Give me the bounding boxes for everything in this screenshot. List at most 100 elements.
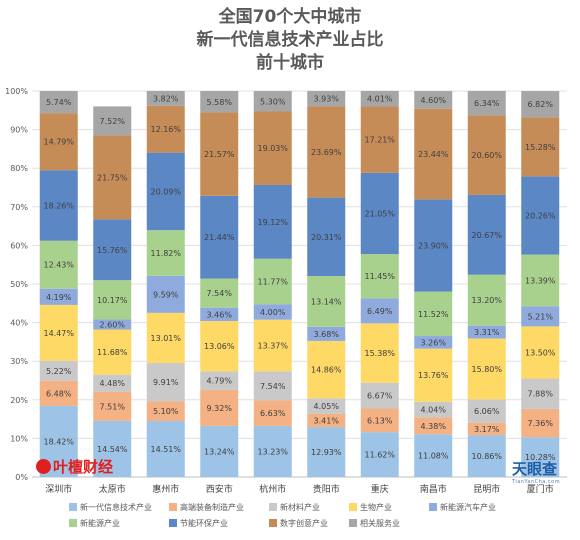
data-label: 14.79% <box>43 138 74 147</box>
bar-segment <box>146 275 185 313</box>
legend-label: 新能源产业 <box>80 518 120 528</box>
bar-segment <box>253 111 292 185</box>
y-tick-label: 0% <box>15 473 28 482</box>
bar-segment <box>467 435 506 477</box>
bar-segment <box>521 437 560 477</box>
data-label: 7.88% <box>528 390 554 399</box>
bar-segment <box>414 348 453 402</box>
data-label: 13.50% <box>525 348 556 357</box>
data-label: 11.82% <box>150 249 181 258</box>
bar-segment <box>414 291 453 337</box>
data-label: 19.12% <box>257 218 288 227</box>
bar-segment <box>93 135 132 220</box>
data-label: 20.26% <box>525 211 556 220</box>
bar-segment <box>307 340 346 399</box>
data-label: 12.43% <box>43 261 74 270</box>
data-label: 6.82% <box>528 100 554 109</box>
bar-segment <box>467 325 506 339</box>
data-label: 3.31% <box>474 328 500 337</box>
data-label: 10.17% <box>97 296 128 305</box>
bar-segment <box>253 371 292 401</box>
data-label: 7.51% <box>100 402 126 411</box>
x-tick-label: 厦门市 <box>527 483 554 495</box>
y-tick-label: 100% <box>5 87 28 96</box>
data-label: 6.67% <box>367 392 393 401</box>
bar-segment <box>93 106 132 136</box>
bar-segment <box>307 91 346 107</box>
data-label: 11.52% <box>418 310 449 319</box>
data-label: 13.20% <box>471 296 502 305</box>
bar-segment <box>93 219 132 281</box>
x-tick-label: 深圳市 <box>45 483 72 495</box>
bar-segment <box>521 254 560 307</box>
legend-label: 高端装备制造产业 <box>180 502 244 512</box>
legend-swatch <box>69 503 77 511</box>
bar-segment <box>360 254 399 299</box>
x-tick-label: 太原市 <box>99 483 126 495</box>
bar-segment <box>467 194 506 275</box>
data-label: 11.08% <box>418 452 449 461</box>
data-label: 15.80% <box>471 365 502 374</box>
legend-swatch <box>349 503 357 511</box>
bar-segment <box>93 420 132 477</box>
bar-segment <box>521 378 560 409</box>
bar-segment <box>93 391 132 421</box>
bar-segment <box>200 278 239 308</box>
bar-segment <box>200 389 239 426</box>
bar-segment <box>253 258 292 305</box>
data-label: 12.93% <box>311 448 342 457</box>
bar-segment <box>39 304 78 361</box>
tianyancha-logo: 天眼查 TianYanCha.com <box>512 458 560 485</box>
y-tick-label: 50% <box>10 280 28 289</box>
bar-segment <box>200 112 239 196</box>
data-label: 4.38% <box>421 422 447 431</box>
bar-segment <box>360 382 399 409</box>
legend-label: 相关服务业 <box>360 518 400 528</box>
data-label: 6.63% <box>260 409 286 418</box>
data-label: 5.74% <box>46 98 72 107</box>
bar-segment <box>414 401 453 418</box>
data-label: 21.57% <box>204 150 235 159</box>
data-label: 4.01% <box>367 95 393 104</box>
data-label: 20.67% <box>471 231 502 240</box>
legend-swatch <box>169 519 177 527</box>
data-label: 13.76% <box>418 371 449 380</box>
bar-segment <box>200 425 239 477</box>
bar-segment <box>200 321 239 372</box>
bar-segment <box>360 172 399 255</box>
bar-segment <box>93 319 132 330</box>
bar-segment <box>521 306 560 327</box>
x-tick-label: 重庆 <box>371 483 389 495</box>
data-label: 3.41% <box>314 417 340 426</box>
bar-segment <box>521 408 560 438</box>
bar-segment <box>521 91 560 118</box>
bar-segment <box>467 274 506 326</box>
chart-title-line-2: 新一代信息技术产业占比 <box>196 30 384 50</box>
bar-segment <box>93 280 132 320</box>
logo-left-text: 叶檀财经 <box>53 458 114 476</box>
bar-segment <box>521 176 560 255</box>
bar-segment <box>39 91 78 114</box>
bar-segment <box>307 413 346 428</box>
data-label: 15.38% <box>364 349 395 358</box>
data-label: 20.31% <box>311 233 342 242</box>
y-tick-label: 90% <box>10 126 28 135</box>
data-label: 4.19% <box>46 293 72 302</box>
data-label: 6.49% <box>367 307 393 316</box>
x-tick-label: 贵阳市 <box>313 483 340 495</box>
data-label: 13.01% <box>150 334 181 343</box>
bar-segment <box>360 323 399 383</box>
chart-title-line-1: 全国70个大中城市 <box>218 7 362 27</box>
bar-segment <box>307 197 346 277</box>
bar-segment <box>467 115 506 195</box>
bar-segment <box>360 298 399 324</box>
data-label: 13.39% <box>525 276 556 285</box>
data-label: 14.47% <box>43 329 74 338</box>
bars: 18.42% 6.48% 5.22% 14.47% 4.19% 12.43% 18.26% 1… <box>39 90 560 477</box>
data-label: 6.48% <box>46 389 72 398</box>
bar-segment <box>360 106 399 173</box>
bar-segment <box>253 425 292 477</box>
data-label: 14.86% <box>311 366 342 375</box>
bar-segment <box>307 427 346 477</box>
data-label: 6.13% <box>367 416 393 425</box>
